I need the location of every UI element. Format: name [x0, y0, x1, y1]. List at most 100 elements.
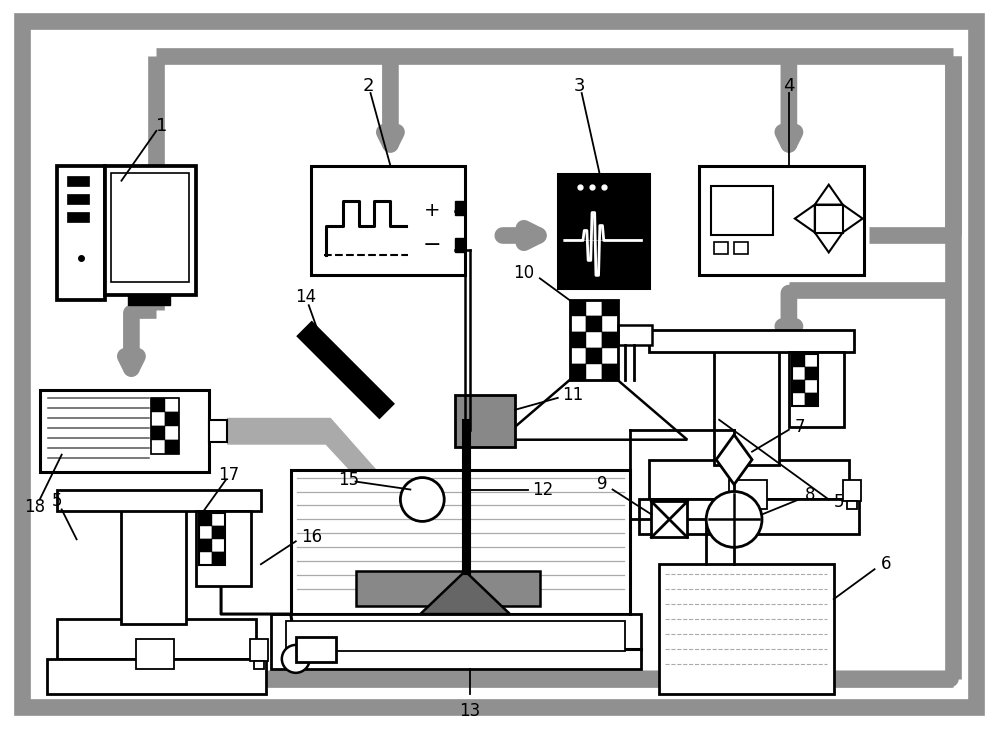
Bar [151, 426, 165, 440]
Polygon shape [716, 434, 752, 485]
Bar [199, 553, 212, 565]
Bar [121, 510, 186, 624]
Bar [455, 395, 515, 447]
Text: 4: 4 [783, 77, 795, 95]
Bar [847, 502, 857, 510]
Text: −: − [423, 235, 442, 255]
Bar [199, 513, 225, 565]
Bar [805, 354, 818, 367]
Bar [792, 354, 805, 367]
Bar [586, 300, 602, 316]
Text: 2: 2 [363, 77, 374, 95]
Bar [570, 316, 586, 332]
Bar [711, 186, 773, 235]
Bar [792, 354, 818, 406]
Bar [805, 367, 818, 380]
Bar [57, 165, 105, 300]
Text: +: + [424, 201, 441, 220]
Circle shape [706, 491, 762, 547]
Polygon shape [815, 184, 843, 205]
Bar [570, 348, 586, 364]
Bar [455, 238, 465, 252]
Bar [602, 332, 618, 348]
Bar [151, 440, 165, 453]
Bar [649, 330, 854, 352]
Bar [151, 398, 179, 453]
Text: 6: 6 [881, 555, 891, 573]
Bar [815, 205, 843, 233]
Bar [602, 348, 618, 364]
Bar [196, 512, 251, 586]
Text: 9: 9 [597, 475, 608, 493]
Bar [209, 420, 227, 442]
Bar [212, 553, 225, 565]
Bar [199, 526, 212, 539]
Text: 15: 15 [338, 470, 359, 488]
Text: 5: 5 [51, 493, 62, 510]
Bar [570, 332, 586, 348]
Bar [618, 325, 652, 345]
Bar [271, 614, 641, 668]
Text: 11: 11 [562, 386, 583, 404]
Bar [165, 440, 179, 453]
Text: 3: 3 [574, 77, 585, 95]
Bar [805, 393, 818, 406]
Text: 10: 10 [513, 265, 534, 282]
Bar [165, 426, 179, 440]
Bar [254, 661, 264, 668]
Bar [57, 489, 261, 512]
Bar [136, 639, 174, 668]
Bar [67, 194, 89, 203]
Circle shape [400, 477, 444, 521]
Text: 13: 13 [459, 702, 481, 720]
Bar [47, 659, 266, 694]
Bar [659, 564, 834, 694]
Bar [128, 295, 170, 305]
Bar [250, 639, 268, 661]
Bar [714, 243, 728, 254]
Text: 17: 17 [218, 466, 240, 483]
Bar [570, 300, 618, 380]
Bar [291, 469, 630, 614]
Bar [602, 300, 618, 316]
Bar [311, 165, 465, 276]
Bar [165, 398, 179, 412]
Bar [714, 350, 779, 464]
Bar [199, 539, 212, 553]
Bar [212, 513, 225, 526]
Text: 1: 1 [156, 117, 167, 135]
Bar [57, 619, 256, 659]
Bar [463, 420, 470, 574]
Polygon shape [843, 205, 863, 233]
Bar [40, 390, 209, 472]
Polygon shape [815, 233, 843, 252]
Bar [111, 173, 189, 282]
Bar [729, 480, 767, 510]
Bar [199, 513, 212, 526]
Bar [639, 499, 859, 534]
Polygon shape [500, 380, 687, 440]
Bar [586, 348, 602, 364]
Bar [586, 364, 602, 380]
Bar [151, 398, 165, 412]
Bar [212, 539, 225, 553]
Polygon shape [227, 418, 460, 579]
Text: 5: 5 [834, 494, 844, 512]
Polygon shape [420, 572, 510, 614]
Text: 14: 14 [295, 288, 316, 306]
Bar [789, 352, 844, 426]
Bar [651, 502, 687, 537]
Text: 8: 8 [805, 486, 815, 504]
Bar [843, 480, 861, 502]
Bar [212, 526, 225, 539]
Text: 18: 18 [24, 499, 45, 516]
Bar [151, 412, 165, 426]
Bar [298, 322, 393, 418]
Bar [570, 300, 586, 316]
Bar [649, 460, 849, 499]
Bar [356, 572, 540, 606]
Circle shape [282, 645, 310, 673]
Bar [734, 243, 748, 254]
Bar [792, 393, 805, 406]
Bar [558, 174, 649, 288]
